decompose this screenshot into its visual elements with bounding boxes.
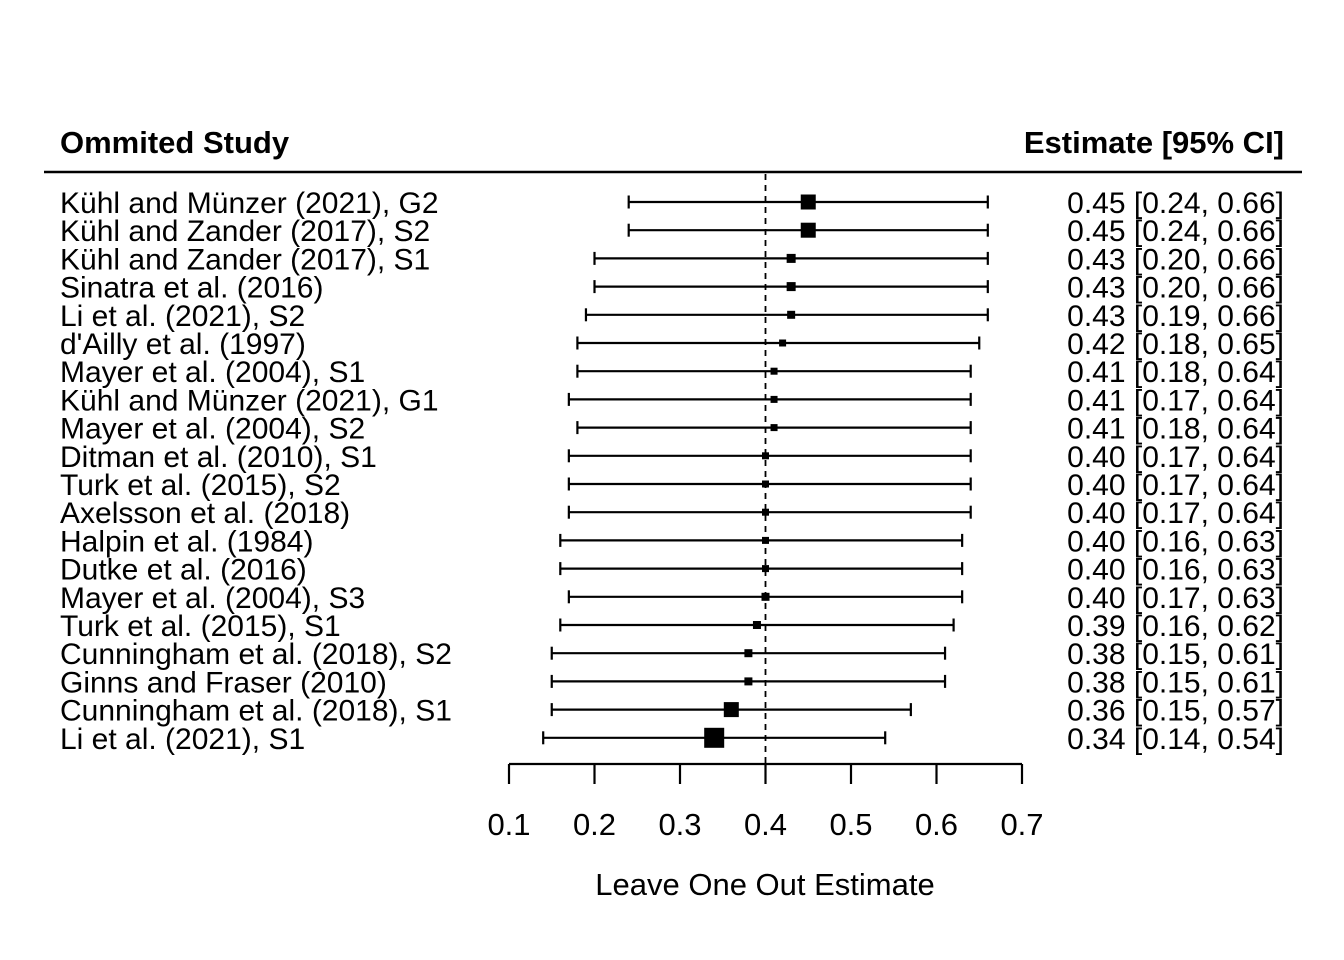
column-header-study: Ommited Study	[60, 125, 290, 160]
x-axis-title: Leave One Out Estimate	[595, 867, 934, 902]
forest-row: Mayer et al. (2004), S2 0.41 [0.18, 0.64]	[60, 413, 1284, 446]
estimate-value: 0.40 [0.17, 0.63]	[1067, 582, 1284, 615]
forest-row: Mayer et al. (2004), S3 0.40 [0.17, 0.63]	[60, 582, 1284, 615]
forest-row: Kühl and Münzer (2021), G1 0.41 [0.17, 0.…	[60, 384, 1284, 417]
plot-rows: Kühl and Münzer (2021), G2 0.45 [0.24, 0.…	[60, 187, 1284, 756]
estimate-value: 0.38 [0.15, 0.61]	[1067, 638, 1284, 671]
estimate-value: 0.42 [0.18, 0.65]	[1067, 328, 1284, 361]
forest-row: Ginns and Fraser (2010) 0.38 [0.15, 0.61]	[60, 666, 1284, 699]
forest-row: Ditman et al. (2010), S1 0.40 [0.17, 0.64…	[60, 441, 1284, 474]
point-estimate-marker	[744, 677, 753, 686]
forest-row: Kühl and Münzer (2021), G2 0.45 [0.24, 0.…	[60, 187, 1284, 220]
estimate-value: 0.45 [0.24, 0.66]	[1067, 215, 1284, 248]
forest-row: Halpin et al. (1984) 0.40 [0.16, 0.63]	[60, 525, 1284, 558]
point-estimate-marker	[762, 480, 769, 488]
estimate-value: 0.41 [0.18, 0.64]	[1067, 356, 1284, 389]
x-axis-tick-label: 0.1	[487, 807, 530, 842]
point-estimate-marker	[800, 222, 816, 238]
x-axis-tick-label: 0.2	[573, 807, 616, 842]
estimate-value: 0.45 [0.24, 0.66]	[1067, 187, 1284, 220]
forest-row: Li et al. (2021), S2 0.43 [0.19, 0.66]	[60, 300, 1284, 333]
point-estimate-marker	[723, 702, 739, 718]
x-axis-tick-label: 0.7	[1000, 807, 1043, 842]
point-estimate-marker	[770, 395, 778, 403]
study-label: Axelsson et al. (2018)	[60, 497, 350, 530]
x-axis-tick-label: 0.4	[744, 807, 787, 842]
point-estimate-marker	[770, 424, 778, 432]
study-label: Cunningham et al. (2018), S2	[60, 638, 452, 671]
point-estimate-marker	[770, 367, 778, 375]
point-estimate-marker	[779, 339, 787, 347]
point-estimate-marker	[704, 727, 725, 748]
point-estimate-marker	[761, 592, 770, 601]
forest-row: Kühl and Zander (2017), S1 0.43 [0.20, 0.…	[60, 243, 1284, 276]
x-axis-tick-label: 0.5	[829, 807, 872, 842]
study-label: Kühl and Zander (2017), S2	[60, 215, 430, 248]
forest-row: Sinatra et al. (2016) 0.43 [0.20, 0.66]	[60, 272, 1284, 305]
point-estimate-marker	[762, 508, 769, 516]
study-label: Turk et al. (2015), S1	[60, 610, 341, 643]
forest-row: Mayer et al. (2004), S1 0.41 [0.18, 0.64]	[60, 356, 1284, 389]
forest-row: d'Ailly et al. (1997) 0.42 [0.18, 0.65]	[60, 328, 1284, 361]
study-label: Kühl and Münzer (2021), G2	[60, 187, 439, 220]
study-label: Kühl and Zander (2017), S1	[60, 243, 430, 276]
forest-row: Cunningham et al. (2018), S1 0.36 [0.15, …	[60, 695, 1284, 728]
point-estimate-marker	[752, 621, 761, 629]
forest-row: Kühl and Zander (2017), S2 0.45 [0.24, 0.…	[60, 215, 1284, 248]
study-label: Cunningham et al. (2018), S1	[60, 695, 452, 728]
estimate-value: 0.40 [0.16, 0.63]	[1067, 554, 1284, 587]
estimate-value: 0.40 [0.17, 0.64]	[1067, 469, 1284, 502]
study-label: Halpin et al. (1984)	[60, 525, 313, 558]
estimate-value: 0.43 [0.20, 0.66]	[1067, 243, 1284, 276]
forest-row: Dutke et al. (2016) 0.40 [0.16, 0.63]	[60, 554, 1284, 587]
point-estimate-marker	[762, 536, 769, 544]
study-label: Mayer et al. (2004), S2	[60, 413, 365, 446]
study-label: Dutke et al. (2016)	[60, 554, 307, 587]
point-estimate-marker	[800, 194, 816, 210]
study-label: Turk et al. (2015), S2	[60, 469, 341, 502]
study-label: Li et al. (2021), S2	[60, 300, 305, 333]
estimate-value: 0.38 [0.15, 0.61]	[1067, 666, 1284, 699]
point-estimate-marker	[786, 282, 796, 292]
forest-row: Axelsson et al. (2018) 0.40 [0.17, 0.64]	[60, 497, 1284, 530]
study-label: Sinatra et al. (2016)	[60, 272, 323, 305]
estimate-value: 0.43 [0.19, 0.66]	[1067, 300, 1284, 333]
point-estimate-marker	[762, 565, 769, 573]
forest-row: Turk et al. (2015), S1 0.39 [0.16, 0.62]	[60, 610, 1284, 643]
study-label: Li et al. (2021), S1	[60, 723, 305, 756]
x-axis-tick-label: 0.6	[915, 807, 958, 842]
estimate-value: 0.36 [0.15, 0.57]	[1067, 695, 1284, 728]
point-estimate-marker	[786, 253, 796, 263]
estimate-value: 0.40 [0.16, 0.63]	[1067, 525, 1284, 558]
study-label: Mayer et al. (2004), S1	[60, 356, 365, 389]
column-header-estimate: Estimate [95% CI]	[1024, 125, 1284, 160]
x-axis-tick-label: 0.3	[658, 807, 701, 842]
point-estimate-marker	[744, 649, 753, 658]
estimate-value: 0.41 [0.17, 0.64]	[1067, 384, 1284, 417]
estimate-value: 0.43 [0.20, 0.66]	[1067, 272, 1284, 305]
forest-row: Turk et al. (2015), S2 0.40 [0.17, 0.64]	[60, 469, 1284, 502]
study-label: Mayer et al. (2004), S3	[60, 582, 365, 615]
estimate-value: 0.34 [0.14, 0.54]	[1067, 723, 1284, 756]
estimate-value: 0.40 [0.17, 0.64]	[1067, 497, 1284, 530]
study-label: Kühl and Münzer (2021), G1	[60, 384, 439, 417]
estimate-value: 0.40 [0.17, 0.64]	[1067, 441, 1284, 474]
study-label: d'Ailly et al. (1997)	[60, 328, 306, 361]
x-axis: 0.1 0.2 0.3 0.4 0.5 0.6 0.7	[487, 762, 1044, 842]
point-estimate-marker	[762, 452, 769, 460]
forest-row: Cunningham et al. (2018), S2 0.38 [0.15, …	[60, 638, 1284, 671]
study-label: Ginns and Fraser (2010)	[60, 666, 387, 699]
estimate-value: 0.41 [0.18, 0.64]	[1067, 413, 1284, 446]
forest-row: Li et al. (2021), S1 0.34 [0.14, 0.54]	[60, 723, 1284, 756]
study-label: Ditman et al. (2010), S1	[60, 441, 377, 474]
estimate-value: 0.39 [0.16, 0.62]	[1067, 610, 1284, 643]
point-estimate-marker	[787, 310, 796, 319]
